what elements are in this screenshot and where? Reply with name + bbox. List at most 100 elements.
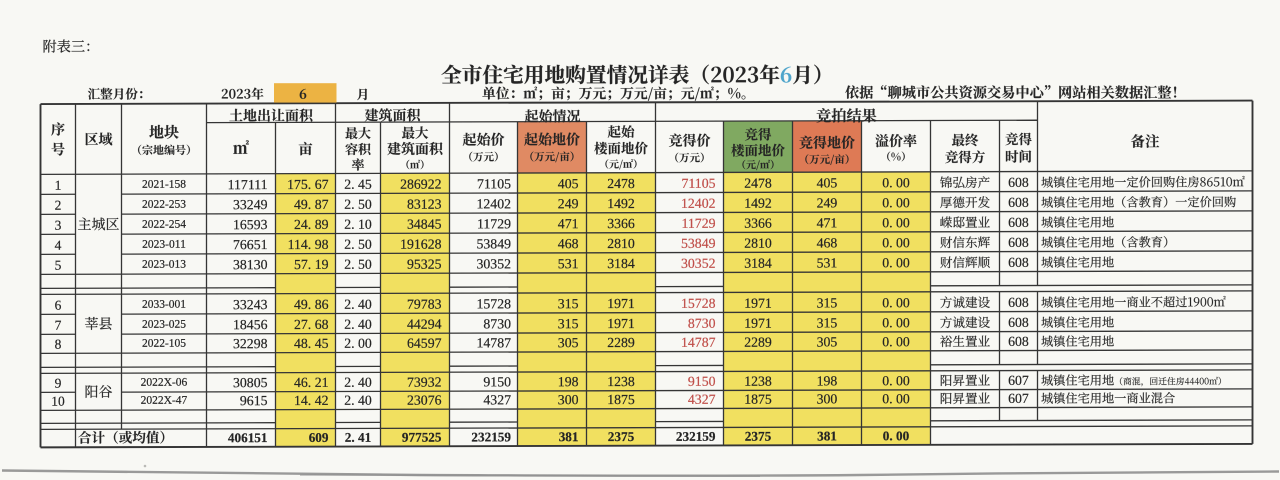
svg-text:175. 67: 175. 67 bbox=[287, 177, 328, 192]
svg-text:15728: 15728 bbox=[681, 296, 716, 311]
svg-text:83123: 83123 bbox=[407, 197, 442, 212]
svg-text:23076: 23076 bbox=[407, 393, 442, 408]
svg-text:30805: 30805 bbox=[233, 375, 268, 390]
svg-text:0. 00: 0. 00 bbox=[882, 373, 910, 388]
svg-text:2022-254: 2022-254 bbox=[142, 219, 186, 231]
svg-text:34845: 34845 bbox=[407, 217, 442, 232]
svg-text:0. 00: 0. 00 bbox=[882, 175, 910, 190]
svg-text:2022X-06: 2022X-06 bbox=[141, 377, 188, 389]
svg-text:2022-105: 2022-105 bbox=[142, 338, 186, 350]
svg-text:2. 50: 2. 50 bbox=[344, 197, 372, 212]
svg-text:2810: 2810 bbox=[607, 236, 635, 251]
svg-text:4327: 4327 bbox=[688, 392, 716, 407]
svg-text:95325: 95325 bbox=[407, 257, 442, 272]
svg-text:2. 41: 2. 41 bbox=[345, 430, 371, 445]
svg-text:315: 315 bbox=[558, 316, 579, 331]
svg-text:608: 608 bbox=[1008, 175, 1029, 190]
svg-text:249: 249 bbox=[817, 195, 838, 210]
svg-text:191628: 191628 bbox=[400, 237, 441, 252]
svg-text:14787: 14787 bbox=[477, 335, 512, 350]
svg-text:79783: 79783 bbox=[407, 297, 442, 312]
svg-text:608: 608 bbox=[1008, 315, 1029, 330]
svg-text:0. 00: 0. 00 bbox=[882, 235, 910, 250]
svg-text:0. 00: 0. 00 bbox=[883, 428, 910, 443]
svg-text:1492: 1492 bbox=[744, 196, 772, 211]
svg-text:2289: 2289 bbox=[607, 335, 635, 350]
svg-text:608: 608 bbox=[1008, 215, 1029, 230]
svg-text:49. 87: 49. 87 bbox=[294, 197, 329, 212]
svg-text:3184: 3184 bbox=[744, 256, 772, 271]
svg-text:10: 10 bbox=[51, 394, 65, 409]
svg-text:71105: 71105 bbox=[682, 176, 716, 191]
svg-text:1971: 1971 bbox=[744, 316, 772, 331]
svg-text:1238: 1238 bbox=[744, 374, 772, 389]
svg-text:12402: 12402 bbox=[681, 196, 716, 211]
svg-text:2478: 2478 bbox=[607, 176, 635, 191]
svg-text:4327: 4327 bbox=[483, 392, 511, 407]
svg-text:1: 1 bbox=[55, 178, 62, 193]
svg-text:468: 468 bbox=[817, 235, 838, 250]
svg-text:38130: 38130 bbox=[233, 257, 268, 272]
svg-text:531: 531 bbox=[558, 256, 579, 271]
svg-text:9615: 9615 bbox=[240, 393, 268, 408]
svg-text:114. 98: 114. 98 bbox=[288, 237, 329, 252]
svg-text:608: 608 bbox=[1008, 295, 1029, 310]
svg-text:53849: 53849 bbox=[681, 236, 716, 251]
svg-text:2023-025: 2023-025 bbox=[142, 319, 186, 331]
svg-text:2375: 2375 bbox=[745, 429, 772, 444]
svg-text:608: 608 bbox=[1008, 255, 1029, 270]
svg-text:315: 315 bbox=[817, 315, 838, 330]
svg-text:1971: 1971 bbox=[607, 316, 635, 331]
svg-text:232159: 232159 bbox=[676, 429, 716, 444]
svg-text:249: 249 bbox=[558, 196, 579, 211]
svg-text:198: 198 bbox=[817, 373, 838, 388]
svg-text:46. 21: 46. 21 bbox=[294, 375, 329, 390]
svg-text:8730: 8730 bbox=[483, 316, 511, 331]
svg-text:71105: 71105 bbox=[477, 176, 511, 191]
svg-text:471: 471 bbox=[558, 216, 579, 231]
svg-text:468: 468 bbox=[558, 236, 579, 251]
svg-text:6: 6 bbox=[55, 298, 62, 313]
svg-text:1238: 1238 bbox=[607, 374, 635, 389]
svg-text:2022X-47: 2022X-47 bbox=[141, 395, 188, 407]
svg-text:2023-011: 2023-011 bbox=[142, 239, 186, 251]
svg-text:48. 45: 48. 45 bbox=[294, 336, 329, 351]
svg-text:977525: 977525 bbox=[402, 430, 442, 445]
svg-text:405: 405 bbox=[817, 175, 838, 190]
svg-text:3366: 3366 bbox=[607, 216, 635, 231]
svg-text:1971: 1971 bbox=[744, 296, 772, 311]
svg-text:0. 00: 0. 00 bbox=[882, 195, 910, 210]
svg-text:16593: 16593 bbox=[233, 217, 268, 232]
svg-text:30352: 30352 bbox=[681, 256, 716, 271]
svg-text:73932: 73932 bbox=[407, 375, 442, 390]
svg-text:305: 305 bbox=[558, 335, 579, 350]
svg-text:2. 40: 2. 40 bbox=[344, 297, 372, 312]
svg-text:5: 5 bbox=[55, 258, 62, 273]
svg-text:4: 4 bbox=[55, 238, 62, 253]
svg-text:381: 381 bbox=[559, 429, 579, 444]
svg-text:44294: 44294 bbox=[407, 317, 442, 332]
svg-text:117111: 117111 bbox=[228, 177, 268, 192]
svg-text:2289: 2289 bbox=[744, 335, 772, 350]
svg-text:198: 198 bbox=[558, 374, 579, 389]
svg-text:2478: 2478 bbox=[744, 176, 772, 191]
svg-text:2. 45: 2. 45 bbox=[344, 177, 372, 192]
svg-text:1875: 1875 bbox=[607, 392, 635, 407]
svg-text:2. 50: 2. 50 bbox=[344, 257, 372, 272]
svg-text:2021-158: 2021-158 bbox=[142, 179, 186, 191]
svg-text:2022-253: 2022-253 bbox=[142, 199, 186, 211]
svg-text:3184: 3184 bbox=[607, 256, 635, 271]
svg-text:3366: 3366 bbox=[744, 216, 772, 231]
svg-text:33243: 33243 bbox=[233, 297, 268, 312]
svg-text:406151: 406151 bbox=[228, 430, 268, 445]
svg-text:1492: 1492 bbox=[607, 196, 635, 211]
svg-text:471: 471 bbox=[817, 215, 838, 230]
svg-text:7: 7 bbox=[55, 318, 62, 333]
svg-text:609: 609 bbox=[309, 430, 329, 445]
svg-text:9: 9 bbox=[55, 376, 62, 391]
svg-text:232159: 232159 bbox=[471, 429, 511, 444]
svg-text:608: 608 bbox=[1008, 334, 1029, 349]
svg-text:14787: 14787 bbox=[681, 335, 716, 350]
svg-text:0. 00: 0. 00 bbox=[882, 215, 910, 230]
svg-text:300: 300 bbox=[817, 391, 838, 406]
